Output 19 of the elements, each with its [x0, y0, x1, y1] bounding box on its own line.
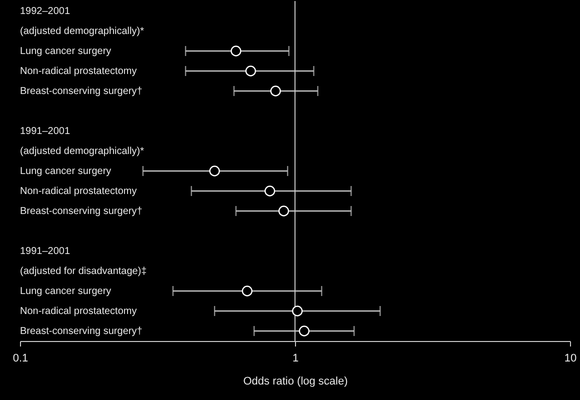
y-tick-label: Breast-conserving surgery†	[20, 206, 142, 217]
y-tick-label: 1991–2001	[20, 246, 70, 257]
x-tick-label: 10	[564, 352, 577, 364]
y-tick-label: Lung cancer surgery	[20, 286, 112, 297]
x-tick-label: 1	[292, 352, 299, 364]
y-tick-label: Breast-conserving surgery†	[20, 326, 142, 337]
y-tick-label: 1992–2001	[20, 6, 70, 17]
y-tick-label: 1991–2001	[20, 126, 70, 137]
y-tick-label: Non-radical prostatectomy	[20, 186, 137, 197]
y-tick-label: Breast-conserving surgery†	[20, 86, 142, 97]
y-tick-label: Lung cancer surgery	[20, 166, 112, 177]
y-tick-label: Non-radical prostatectomy	[20, 66, 137, 77]
y-tick-label: Lung cancer surgery	[20, 46, 112, 57]
y-tick-label: Non-radical prostatectomy	[20, 306, 137, 317]
y-tick-label: (adjusted for disadvantage)‡	[20, 266, 147, 277]
x-axis-title: Odds ratio (log scale)	[243, 376, 348, 388]
y-tick-label: (adjusted demographically)*	[20, 26, 144, 37]
x-tick-label: 0.1	[12, 352, 28, 364]
y-tick-label: (adjusted demographically)*	[20, 146, 144, 157]
